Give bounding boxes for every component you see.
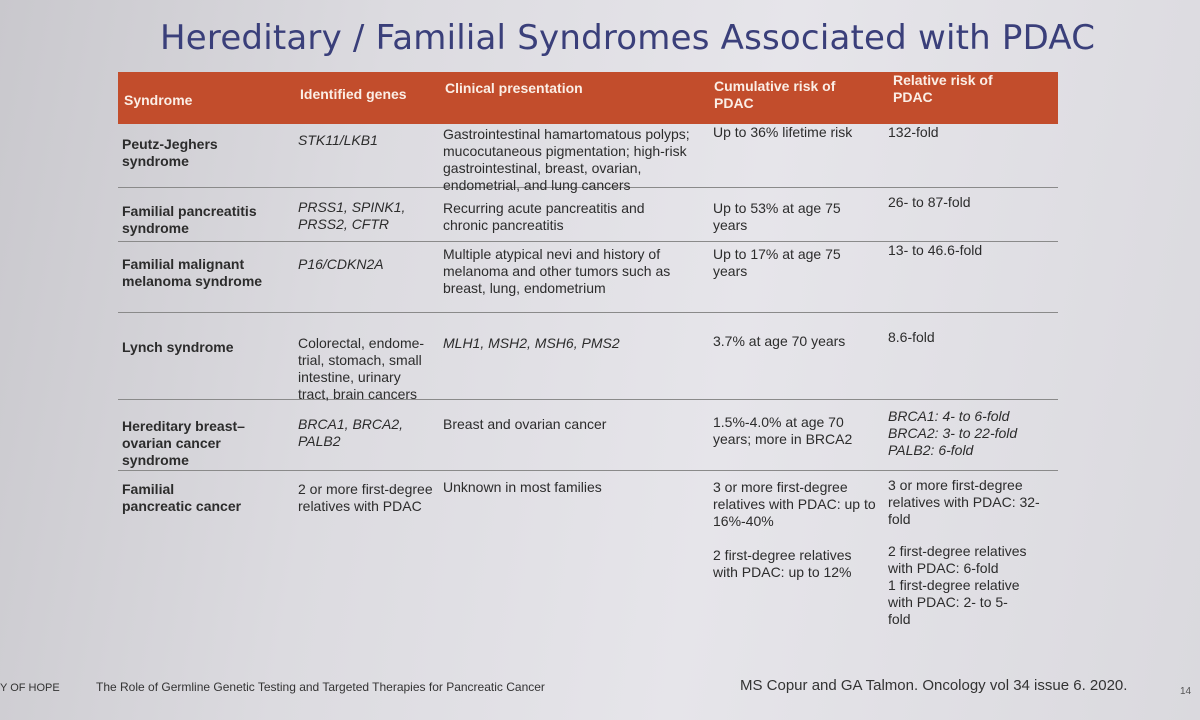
header-relative: Relative risk of PDAC <box>893 72 993 105</box>
genes-cell: BRCA1, BRCA2, PALB2 <box>298 416 404 449</box>
cumulative-cell: Up to 53% at age 75 years <box>713 200 841 233</box>
relative-palb2: PALB2: 6-fold <box>888 442 974 458</box>
table-header: Syndrome Identified genes Clinical prese… <box>118 72 1058 124</box>
cumulative-cell: 3.7% at age 70 years <box>713 333 846 349</box>
page-number: 14 <box>1180 686 1192 697</box>
clinical-cell: Unknown in most families <box>443 479 602 495</box>
clinical-cell: MLH1, MSH2, MSH6, PMS2 <box>443 335 620 351</box>
footer-subtitle: The Role of Germline Genetic Testing and… <box>96 680 545 694</box>
syndrome-cell: Lynch syndrome <box>122 339 234 355</box>
relative-cell-b: 2 first-degree relatives with PDAC: 6-fo… <box>888 543 1027 576</box>
relative-cell: BRCA1: 4- to 6-fold BRCA2: 3- to 22-fold… <box>888 408 1058 459</box>
relative-cell-a: 3 or more first-degree relatives with PD… <box>888 477 1040 527</box>
cumulative-cell: Up to 36% lifetime risk <box>713 124 853 140</box>
clinical-cell: Breast and ovarian cancer <box>443 416 607 432</box>
relative-brca2: BRCA2: 3- to 22-fold <box>888 425 1018 441</box>
cumulative-cell: Up to 17% at age 75 years <box>713 246 841 279</box>
genes-cell: STK11/LKB1 <box>298 132 378 148</box>
cumulative-cell-a: 3 or more first-degree relatives with PD… <box>713 479 876 529</box>
table-row: Familial malignant melanoma syndrome P16… <box>118 242 1058 313</box>
header-genes: Identified genes <box>300 86 407 102</box>
header-cumulative: Cumulative risk of PDAC <box>714 78 836 111</box>
relative-cell: 8.6-fold <box>888 329 935 345</box>
relative-cell-c: 1 first-degree relative with PDAC: 2- to… <box>888 577 1020 627</box>
table-row: Familial pancreatic cancer 2 or more fir… <box>118 471 1058 631</box>
table-row: Familial pancreatitis syndrome PRSS1, SP… <box>118 188 1058 242</box>
clinical-cell: Recurring acute pancreatitis and chronic… <box>443 200 645 233</box>
relative-cell: 13- to 46.6-fold <box>888 242 983 258</box>
genes-cell: PRSS1, SPINK1, PRSS2, CFTR <box>298 199 406 232</box>
table-row: Lynch syndrome Colorectal, endome-trial,… <box>118 313 1058 402</box>
syndrome-cell: Familial pancreatitis syndrome <box>122 203 257 236</box>
genes-cell: P16/CDKN2A <box>298 256 384 272</box>
slide-title: Hereditary / Familial Syndromes Associat… <box>160 18 1096 58</box>
relative-cell: 132-fold <box>888 124 939 140</box>
table-row: Peutz-Jeghers syndrome STK11/LKB1 Gastro… <box>118 124 1058 193</box>
clinical-cell: Multiple atypical nevi and history of me… <box>443 246 671 296</box>
relative-brca1: BRCA1: 4- to 6-fold <box>888 408 1010 424</box>
syndrome-cell: Familial malignant melanoma syndrome <box>122 256 263 289</box>
syndromes-table: Syndrome Identified genes Clinical prese… <box>118 72 1058 631</box>
header-clinical: Clinical presentation <box>445 80 583 96</box>
footer-citation: MS Copur and GA Talmon. Oncology vol 34 … <box>740 677 1128 694</box>
genes-cell: 2 or more first-degree relatives with PD… <box>298 481 433 514</box>
syndrome-cell: Familial pancreatic cancer <box>122 481 242 514</box>
syndrome-cell: Hereditary breast–ovarian cancer syndrom… <box>122 418 245 468</box>
header-syndrome: Syndrome <box>124 92 193 108</box>
syndrome-cell: Peutz-Jeghers syndrome <box>122 136 218 169</box>
relative-cell: 26- to 87-fold <box>888 194 971 210</box>
table-row: Hereditary breast–ovarian cancer syndrom… <box>118 400 1058 471</box>
genes-cell: Colorectal, endome-trial, stomach, small… <box>298 335 425 402</box>
clinical-cell: Gastrointestinal hamartomatous polyps; m… <box>443 126 690 193</box>
cumulative-cell-b: 2 first-degree relatives with PDAC: up t… <box>713 547 852 580</box>
cumulative-cell: 1.5%-4.0% at age 70 years; more in BRCA2 <box>713 414 853 447</box>
footer-logo-text: Y OF HOPE <box>0 682 60 694</box>
